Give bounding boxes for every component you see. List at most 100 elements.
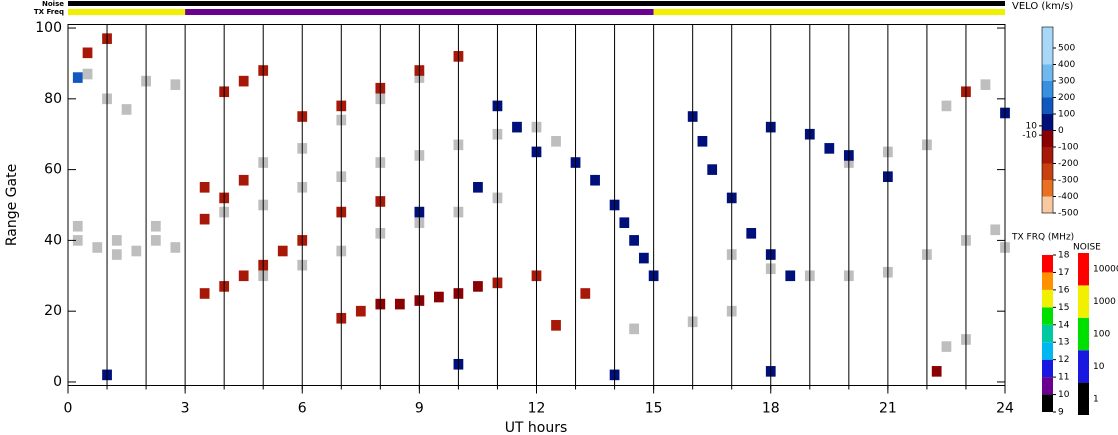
noise-bin — [1078, 285, 1089, 318]
tx-tick-label: 9 — [1058, 408, 1064, 418]
ground-scatter-cell — [980, 79, 991, 90]
tx-label: TX Freq — [34, 8, 64, 16]
velocity-bin — [1042, 27, 1053, 65]
ground-scatter-cell — [170, 79, 181, 90]
velocity-tick-label: -500 — [1058, 209, 1079, 219]
x-tick-label: 12 — [528, 401, 546, 417]
velocity-cell — [82, 47, 93, 59]
velocity-cell — [931, 366, 942, 377]
velocity-cell — [697, 135, 708, 147]
ground-scatter-cell — [111, 235, 122, 246]
ground-scatter-cell — [150, 220, 161, 232]
velocity-cell — [638, 252, 649, 264]
velocity-cell — [238, 174, 249, 186]
noise-bin — [1078, 317, 1089, 351]
x-tick-label: 9 — [415, 401, 424, 417]
tx-freq-bar — [653, 9, 1005, 15]
ground-scatter-cell — [629, 323, 639, 335]
noise-scale-label: NOISE — [1073, 243, 1101, 253]
x-tick-label: 15 — [645, 401, 663, 417]
velocity-cell — [551, 320, 561, 331]
velocity-cell — [512, 121, 522, 133]
velocity-bin — [1042, 196, 1053, 213]
velocity-inner-tick-label: 10 — [1026, 121, 1038, 131]
y-axis-label: Range Gate — [4, 164, 20, 246]
velocity-cell — [199, 181, 210, 193]
tx-scale-label: TX FRQ (MHz) — [1011, 233, 1074, 243]
velocity-cell — [590, 174, 600, 186]
velocity-bin — [1042, 163, 1053, 180]
velocity-scale-label: VELO (km/s) — [1012, 1, 1073, 12]
tx-tick-label: 11 — [1058, 373, 1069, 383]
tx-bin — [1042, 324, 1053, 343]
velocity-cell — [785, 270, 796, 282]
tx-bin — [1042, 289, 1053, 308]
tx-bin — [1042, 255, 1053, 273]
velocity-tick-label: -100 — [1058, 143, 1079, 153]
y-tick-label: 0 — [53, 374, 62, 390]
velocity-tick-label: 300 — [1058, 77, 1075, 87]
ground-scatter-cell — [92, 242, 103, 253]
tx-bin — [1042, 342, 1053, 360]
velocity-cell — [394, 298, 405, 310]
velocity-cell — [824, 143, 835, 154]
ground-scatter-cell — [121, 104, 132, 115]
velocity-cell — [580, 288, 591, 299]
x-tick-label: 21 — [879, 401, 897, 417]
velocity-cell — [355, 305, 366, 317]
noise-bin — [1078, 382, 1089, 415]
velocity-tick-label: 200 — [1058, 93, 1075, 103]
velocity-tick-label: 100 — [1058, 110, 1075, 120]
velocity-bar-frame — [1041, 26, 1054, 214]
y-tick-label: 20 — [44, 303, 62, 319]
tx-freq-bar — [185, 9, 654, 15]
tx-tick-label: 16 — [1058, 285, 1070, 295]
ground-scatter-cell — [72, 235, 83, 246]
ground-scatter-cell — [82, 68, 93, 80]
noise-tick-label: 10000 — [1093, 265, 1118, 275]
x-tick-label: 24 — [996, 401, 1014, 417]
velocity-bin — [1042, 81, 1053, 98]
velocity-bin — [1042, 130, 1053, 147]
tx-bin — [1042, 272, 1053, 290]
noise-label: Noise — [42, 0, 64, 8]
velocity-tick-label: 500 — [1058, 44, 1075, 54]
velocity-cell — [619, 217, 630, 229]
velocity-tick-label: 400 — [1058, 60, 1075, 70]
x-axis-label: UT hours — [505, 420, 568, 435]
velocity-cell — [199, 213, 210, 225]
noise-tick-label: 10 — [1093, 362, 1105, 372]
x-tick-label: 6 — [298, 401, 307, 417]
noise-bin — [1078, 253, 1089, 286]
tx-bin — [1042, 359, 1053, 378]
tx-bin — [1042, 307, 1053, 325]
velocity-bin — [1042, 114, 1053, 131]
y-tick-label: 100 — [35, 20, 62, 36]
velocity-bin — [1042, 147, 1053, 164]
velocity-tick-label: 0 — [1058, 126, 1064, 136]
velocity-tick-label: -200 — [1058, 159, 1079, 169]
velocity-cell — [473, 181, 483, 193]
ground-scatter-cell — [131, 245, 142, 257]
x-tick-label: 18 — [762, 401, 780, 417]
ground-scatter-cell — [990, 224, 1001, 236]
ground-scatter-cell — [941, 341, 952, 352]
tx-tick-label: 13 — [1058, 338, 1069, 348]
tx-bin — [1042, 377, 1053, 395]
tx-bin — [1042, 394, 1053, 412]
tx-tick-label: 15 — [1058, 303, 1069, 313]
velocity-tick-label: -300 — [1058, 176, 1079, 186]
tx-tick-label: 10 — [1058, 390, 1070, 400]
velocity-cell — [629, 235, 639, 246]
velocity-cell — [72, 72, 83, 83]
ground-scatter-cell — [551, 135, 561, 147]
y-tick-label: 80 — [44, 91, 62, 107]
velocity-bin — [1042, 64, 1053, 81]
velocity-cell — [473, 281, 483, 292]
velocity-bin — [1042, 97, 1053, 114]
tx-tick-label: 14 — [1058, 320, 1070, 330]
ground-scatter-cell — [170, 242, 181, 253]
ground-scatter-cell — [150, 235, 161, 246]
